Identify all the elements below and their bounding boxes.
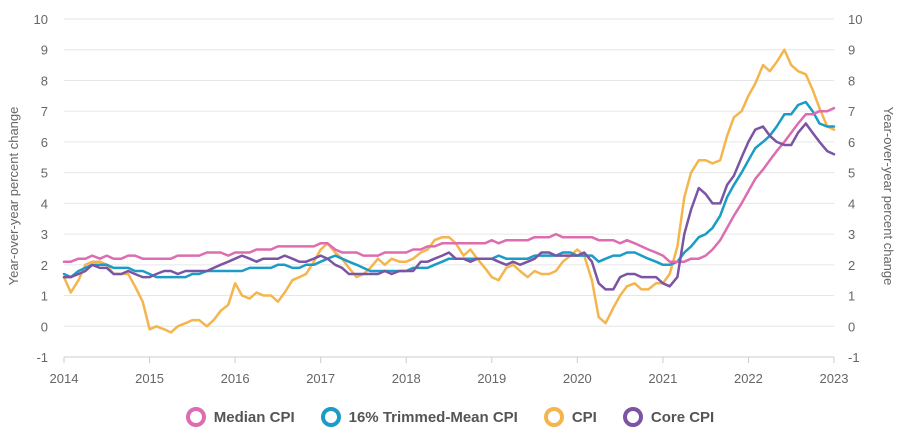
legend-marker-icon xyxy=(185,407,206,427)
x-tick-label: 2020 xyxy=(563,371,592,386)
x-tick-label: 2019 xyxy=(477,371,506,386)
y-tick-left: 8 xyxy=(41,73,48,88)
x-axis-ticks: 2014 2015 2016 2017 2018 2019 2020 2021 2022 2023 xyxy=(50,357,849,386)
x-tick-label: 2015 xyxy=(135,371,164,386)
y-tick-left: 6 xyxy=(41,135,48,150)
x-tick-label: 2021 xyxy=(648,371,677,386)
y-tick-left: 9 xyxy=(41,43,48,58)
series-line-core-cpi xyxy=(62,122,836,291)
series-line-16-trimmed-mean-cpi xyxy=(62,100,836,279)
series-line-cpi xyxy=(62,48,836,334)
y-tick-left: -1 xyxy=(36,350,48,365)
y-axis-left-ticks: -1 0 1 2 3 4 5 6 7 8 9 10 xyxy=(34,12,48,365)
series-lines xyxy=(62,48,836,334)
y-tick-right: 3 xyxy=(848,227,855,242)
y-tick-left: 0 xyxy=(41,319,48,334)
x-tick-label: 2014 xyxy=(50,371,79,386)
y-tick-right: 8 xyxy=(848,73,855,88)
legend-label: Core CPI xyxy=(650,408,715,426)
gridlines xyxy=(64,18,834,358)
y-tick-right: 1 xyxy=(848,289,855,304)
y-axis-right-ticks: -1 0 1 2 3 4 5 6 7 8 9 10 xyxy=(848,12,862,365)
legend-marker-icon xyxy=(320,407,341,427)
legend-label: Median CPI xyxy=(213,408,295,426)
y-tick-right: 5 xyxy=(848,166,855,181)
legend-item-median-cpi[interactable]: Median CPI xyxy=(185,407,295,427)
legend-marker-icon xyxy=(622,407,643,427)
legend-label: CPI xyxy=(571,408,597,426)
legend: Median CPI 16% Trimmed-Mean CPI CPI Core CP… xyxy=(0,403,900,431)
series-line-median-cpi xyxy=(62,106,836,263)
x-tick-label: 2022 xyxy=(734,371,763,386)
y-axis-title-left: Year-over-year percent change xyxy=(6,107,21,286)
y-tick-left: 3 xyxy=(41,227,48,242)
x-tick-label: 2017 xyxy=(306,371,335,386)
x-tick-label: 2018 xyxy=(392,371,421,386)
y-tick-left: 5 xyxy=(41,166,48,181)
y-tick-right: 10 xyxy=(848,12,862,27)
legend-item-cpi[interactable]: CPI xyxy=(543,407,597,427)
x-tick-label: 2023 xyxy=(820,371,849,386)
y-tick-left: 2 xyxy=(41,258,48,273)
y-tick-right: 4 xyxy=(848,196,855,211)
legend-item-core-cpi[interactable]: Core CPI xyxy=(622,407,715,427)
y-tick-left: 4 xyxy=(41,196,48,211)
legend-label: 16% Trimmed-Mean CPI xyxy=(348,408,518,426)
y-tick-right: 0 xyxy=(848,319,855,334)
y-tick-left: 1 xyxy=(41,289,48,304)
y-tick-right: 6 xyxy=(848,135,855,150)
legend-marker-icon xyxy=(543,407,564,427)
y-tick-left: 7 xyxy=(41,104,48,119)
y-tick-left: 10 xyxy=(34,12,48,27)
y-tick-right: 7 xyxy=(848,104,855,119)
y-tick-right: 2 xyxy=(848,258,855,273)
legend-item-16-trimmed-mean-cpi[interactable]: 16% Trimmed-Mean CPI xyxy=(320,407,518,427)
y-axis-title-right: Year-over-year percent change xyxy=(881,107,896,286)
y-tick-right: 9 xyxy=(848,43,855,58)
y-tick-right: -1 xyxy=(848,350,860,365)
x-tick-label: 2016 xyxy=(221,371,250,386)
